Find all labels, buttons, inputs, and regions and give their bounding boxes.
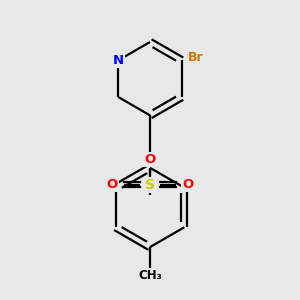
Text: Br: Br: [188, 51, 203, 64]
Text: N: N: [113, 54, 124, 67]
Text: S: S: [145, 178, 155, 192]
Text: CH₃: CH₃: [138, 269, 162, 282]
Text: O: O: [144, 153, 156, 167]
Text: O: O: [107, 178, 118, 191]
Text: O: O: [182, 178, 193, 191]
